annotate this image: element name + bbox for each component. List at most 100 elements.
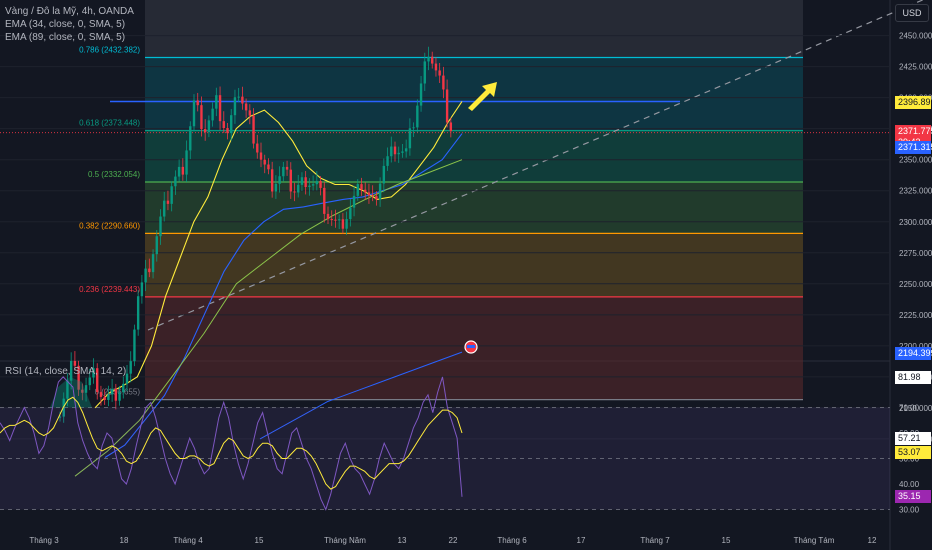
- rsi-ma-line: [0, 396, 463, 490]
- candle: [222, 121, 225, 129]
- candle: [103, 396, 106, 400]
- ema34-legend[interactable]: EMA (34, close, 0, SMA, 5): [5, 19, 126, 30]
- fib-zone-2: [145, 181, 803, 234]
- candle: [203, 129, 207, 133]
- event-flag-icon-inner: [467, 345, 475, 348]
- candle: [73, 360, 77, 366]
- candle: [140, 282, 144, 297]
- candle: [449, 122, 453, 132]
- fib-zone-0: [145, 57, 803, 131]
- candle: [256, 143, 259, 153]
- fib-label-2: 0.5 (2332.054): [88, 170, 140, 179]
- candle: [270, 169, 274, 192]
- candle: [129, 361, 132, 374]
- candle: [311, 184, 315, 186]
- ema89-legend[interactable]: EMA (89, close, 0, SMA, 5): [5, 32, 126, 43]
- candle: [334, 219, 337, 221]
- x-axis-label: Tháng Năm: [324, 536, 366, 545]
- candle: [278, 176, 281, 184]
- candle: [84, 385, 88, 393]
- currency-button[interactable]: USD: [895, 4, 929, 22]
- long-ema-line: [259, 351, 463, 440]
- candle: [401, 151, 404, 153]
- candle: [285, 166, 289, 170]
- x-axis-label: 15: [722, 536, 731, 545]
- candle: [419, 83, 423, 106]
- candle: [259, 152, 263, 160]
- price-axis-label: 2250.000: [899, 280, 932, 289]
- rsi-panel: [0, 376, 890, 511]
- candle: [371, 195, 374, 197]
- candle: [393, 146, 397, 155]
- candle: [349, 207, 352, 220]
- rsi-overbought-fill: [50, 376, 92, 408]
- candle: [386, 156, 389, 166]
- rsi-legend[interactable]: RSI (14, close, SMA, 14, 2): [5, 366, 127, 377]
- candle: [218, 95, 222, 122]
- candle: [110, 388, 114, 395]
- candle: [360, 184, 363, 190]
- candle: [114, 388, 118, 401]
- fib-zone-1: [145, 130, 803, 182]
- candle: [352, 195, 356, 208]
- rsi-axis-label: 30.00: [899, 506, 920, 515]
- candle: [170, 186, 173, 204]
- rsi-badge: 53.07: [895, 445, 931, 459]
- x-axis-label: 15: [255, 536, 264, 545]
- x-axis-label: Tháng 7: [640, 536, 670, 545]
- x-axis-label: 22: [449, 536, 458, 545]
- candle: [431, 56, 434, 64]
- candle: [378, 183, 382, 200]
- price-badge: 2371.315: [895, 141, 932, 155]
- candle: [159, 216, 162, 237]
- candle: [230, 115, 233, 134]
- indicator-lines: [74, 82, 497, 477]
- candle: [189, 126, 192, 151]
- price-axis-label: 2275.000: [899, 249, 932, 258]
- candle: [252, 115, 255, 144]
- candle: [412, 127, 415, 129]
- x-axis-label: 12: [868, 536, 877, 545]
- candle: [427, 56, 430, 62]
- candle: [356, 184, 359, 196]
- candle: [200, 105, 203, 130]
- candle: [337, 219, 341, 221]
- candle: [155, 236, 158, 255]
- candle: [125, 373, 129, 384]
- candle: [207, 120, 211, 133]
- rsi-line: [0, 376, 463, 511]
- candle: [404, 148, 408, 152]
- x-axis-label: Tháng Tám: [794, 536, 835, 545]
- price-axis-label: 2150.000: [899, 404, 932, 413]
- candle: [226, 128, 229, 134]
- x-axis-label: Tháng 3: [29, 536, 59, 545]
- candle: [364, 189, 367, 193]
- candle: [434, 63, 438, 71]
- rsi-badge: 57.21: [895, 432, 931, 446]
- candle: [144, 268, 147, 283]
- x-axis-label: Tháng 6: [497, 536, 527, 545]
- candle: [304, 177, 307, 188]
- candle: [118, 392, 121, 401]
- candle: [390, 146, 393, 157]
- candle: [326, 213, 330, 220]
- rsi-band: [0, 407, 890, 510]
- candle: [185, 150, 188, 175]
- candle: [196, 100, 199, 106]
- symbol-legend[interactable]: Vàng / Đô la Mỹ, 4h, OANDA: [5, 6, 134, 17]
- price-axis-label: 2200.000: [899, 342, 932, 351]
- rsi-axis-label: 70.00: [899, 404, 920, 413]
- candle: [133, 329, 136, 362]
- candle: [267, 164, 270, 170]
- price-axis-label: 2300.000: [899, 218, 932, 227]
- candle: [300, 177, 304, 185]
- rsi-axis-label: 40.00: [899, 480, 920, 489]
- candle: [81, 389, 84, 393]
- price-axis-label: 2225.000: [899, 311, 932, 320]
- candle: [233, 97, 237, 116]
- candle: [92, 368, 95, 378]
- candle: [96, 368, 99, 393]
- candle: [408, 128, 412, 149]
- candle: [274, 183, 278, 192]
- candle: [289, 169, 292, 192]
